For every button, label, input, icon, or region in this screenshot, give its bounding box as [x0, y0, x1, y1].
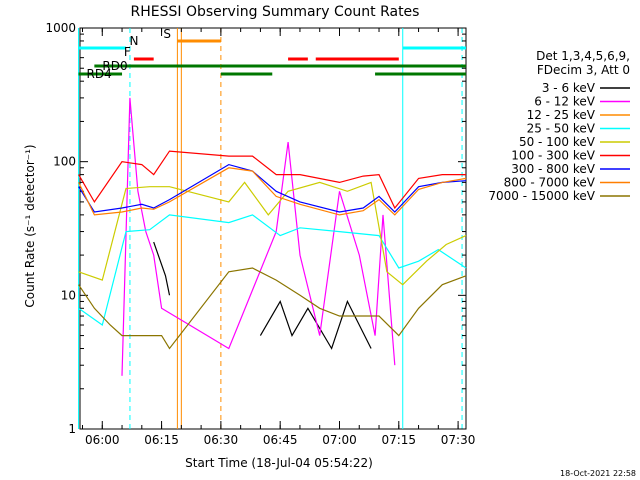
series-line-0	[153, 241, 372, 350]
flag-label-rd4: RD4	[87, 67, 112, 81]
legend-label-3: 25 - 50 keV	[527, 122, 596, 136]
flag-label-n: N	[130, 34, 139, 48]
x-tick-label-0: 06:00	[85, 433, 120, 447]
y-tick-label-2: 100	[53, 155, 76, 169]
legend: Det 1,3,4,5,6,9, FDecim 3, Att 0	[536, 49, 630, 77]
y-axis-label: Count Rate (s⁻¹ detector⁻¹)	[23, 144, 37, 307]
flag-label-f: F	[124, 45, 131, 59]
series-line-6	[78, 163, 467, 213]
legend-label-6: 300 - 800 keV	[511, 162, 595, 176]
series-line-8	[78, 267, 467, 350]
series-line-1	[121, 97, 396, 376]
y-tick-label-0: 1	[68, 422, 76, 436]
x-tick-label-6: 07:30	[441, 433, 476, 447]
y-tick-label-3: 1000	[45, 21, 76, 35]
flag-label-rd0: RD0	[102, 59, 127, 73]
x-tick-label-5: 07:15	[381, 433, 416, 447]
legend-label-2: 12 - 25 keV	[527, 108, 596, 122]
x-tick-label-2: 06:30	[204, 433, 239, 447]
chart-title: RHESSI Observing Summary Count Rates	[131, 4, 420, 20]
legend-label-1: 6 - 12 keV	[534, 95, 596, 109]
x-tick-label-3: 06:45	[263, 433, 298, 447]
plot-frame	[79, 27, 467, 430]
series-line-7	[78, 167, 467, 216]
legend-header-line-2: FDecim 3, Att 0	[537, 63, 630, 77]
legend-label-4: 50 - 100 keV	[519, 135, 596, 149]
plot-area: 1 10 100 1000 06:00 06:15 06:30 06:45 07:00 07:15…	[45, 21, 630, 447]
x-tick-label-4: 07:00	[322, 433, 357, 447]
timestamp: 18-Oct-2021 22:58	[560, 469, 636, 478]
series-line-3	[78, 214, 467, 326]
series-line-5	[78, 150, 466, 210]
legend-label-0: 3 - 6 keV	[542, 81, 596, 95]
flag-label-s: S	[163, 27, 171, 41]
x-axis-label: Start Time (18-Jul-04 05:54:22)	[185, 456, 373, 470]
y-tick-label-1: 10	[61, 288, 76, 302]
legend-label-5: 100 - 300 keV	[511, 149, 595, 163]
legend-header-line-1: Det 1,3,4,5,6,9,	[536, 49, 630, 63]
legend-label-7: 800 - 7000 keV	[504, 176, 596, 190]
legend-label-8: 7000 - 15000 keV	[488, 189, 595, 203]
series-line-4	[78, 181, 467, 286]
x-tick-label-1: 06:15	[144, 433, 179, 447]
